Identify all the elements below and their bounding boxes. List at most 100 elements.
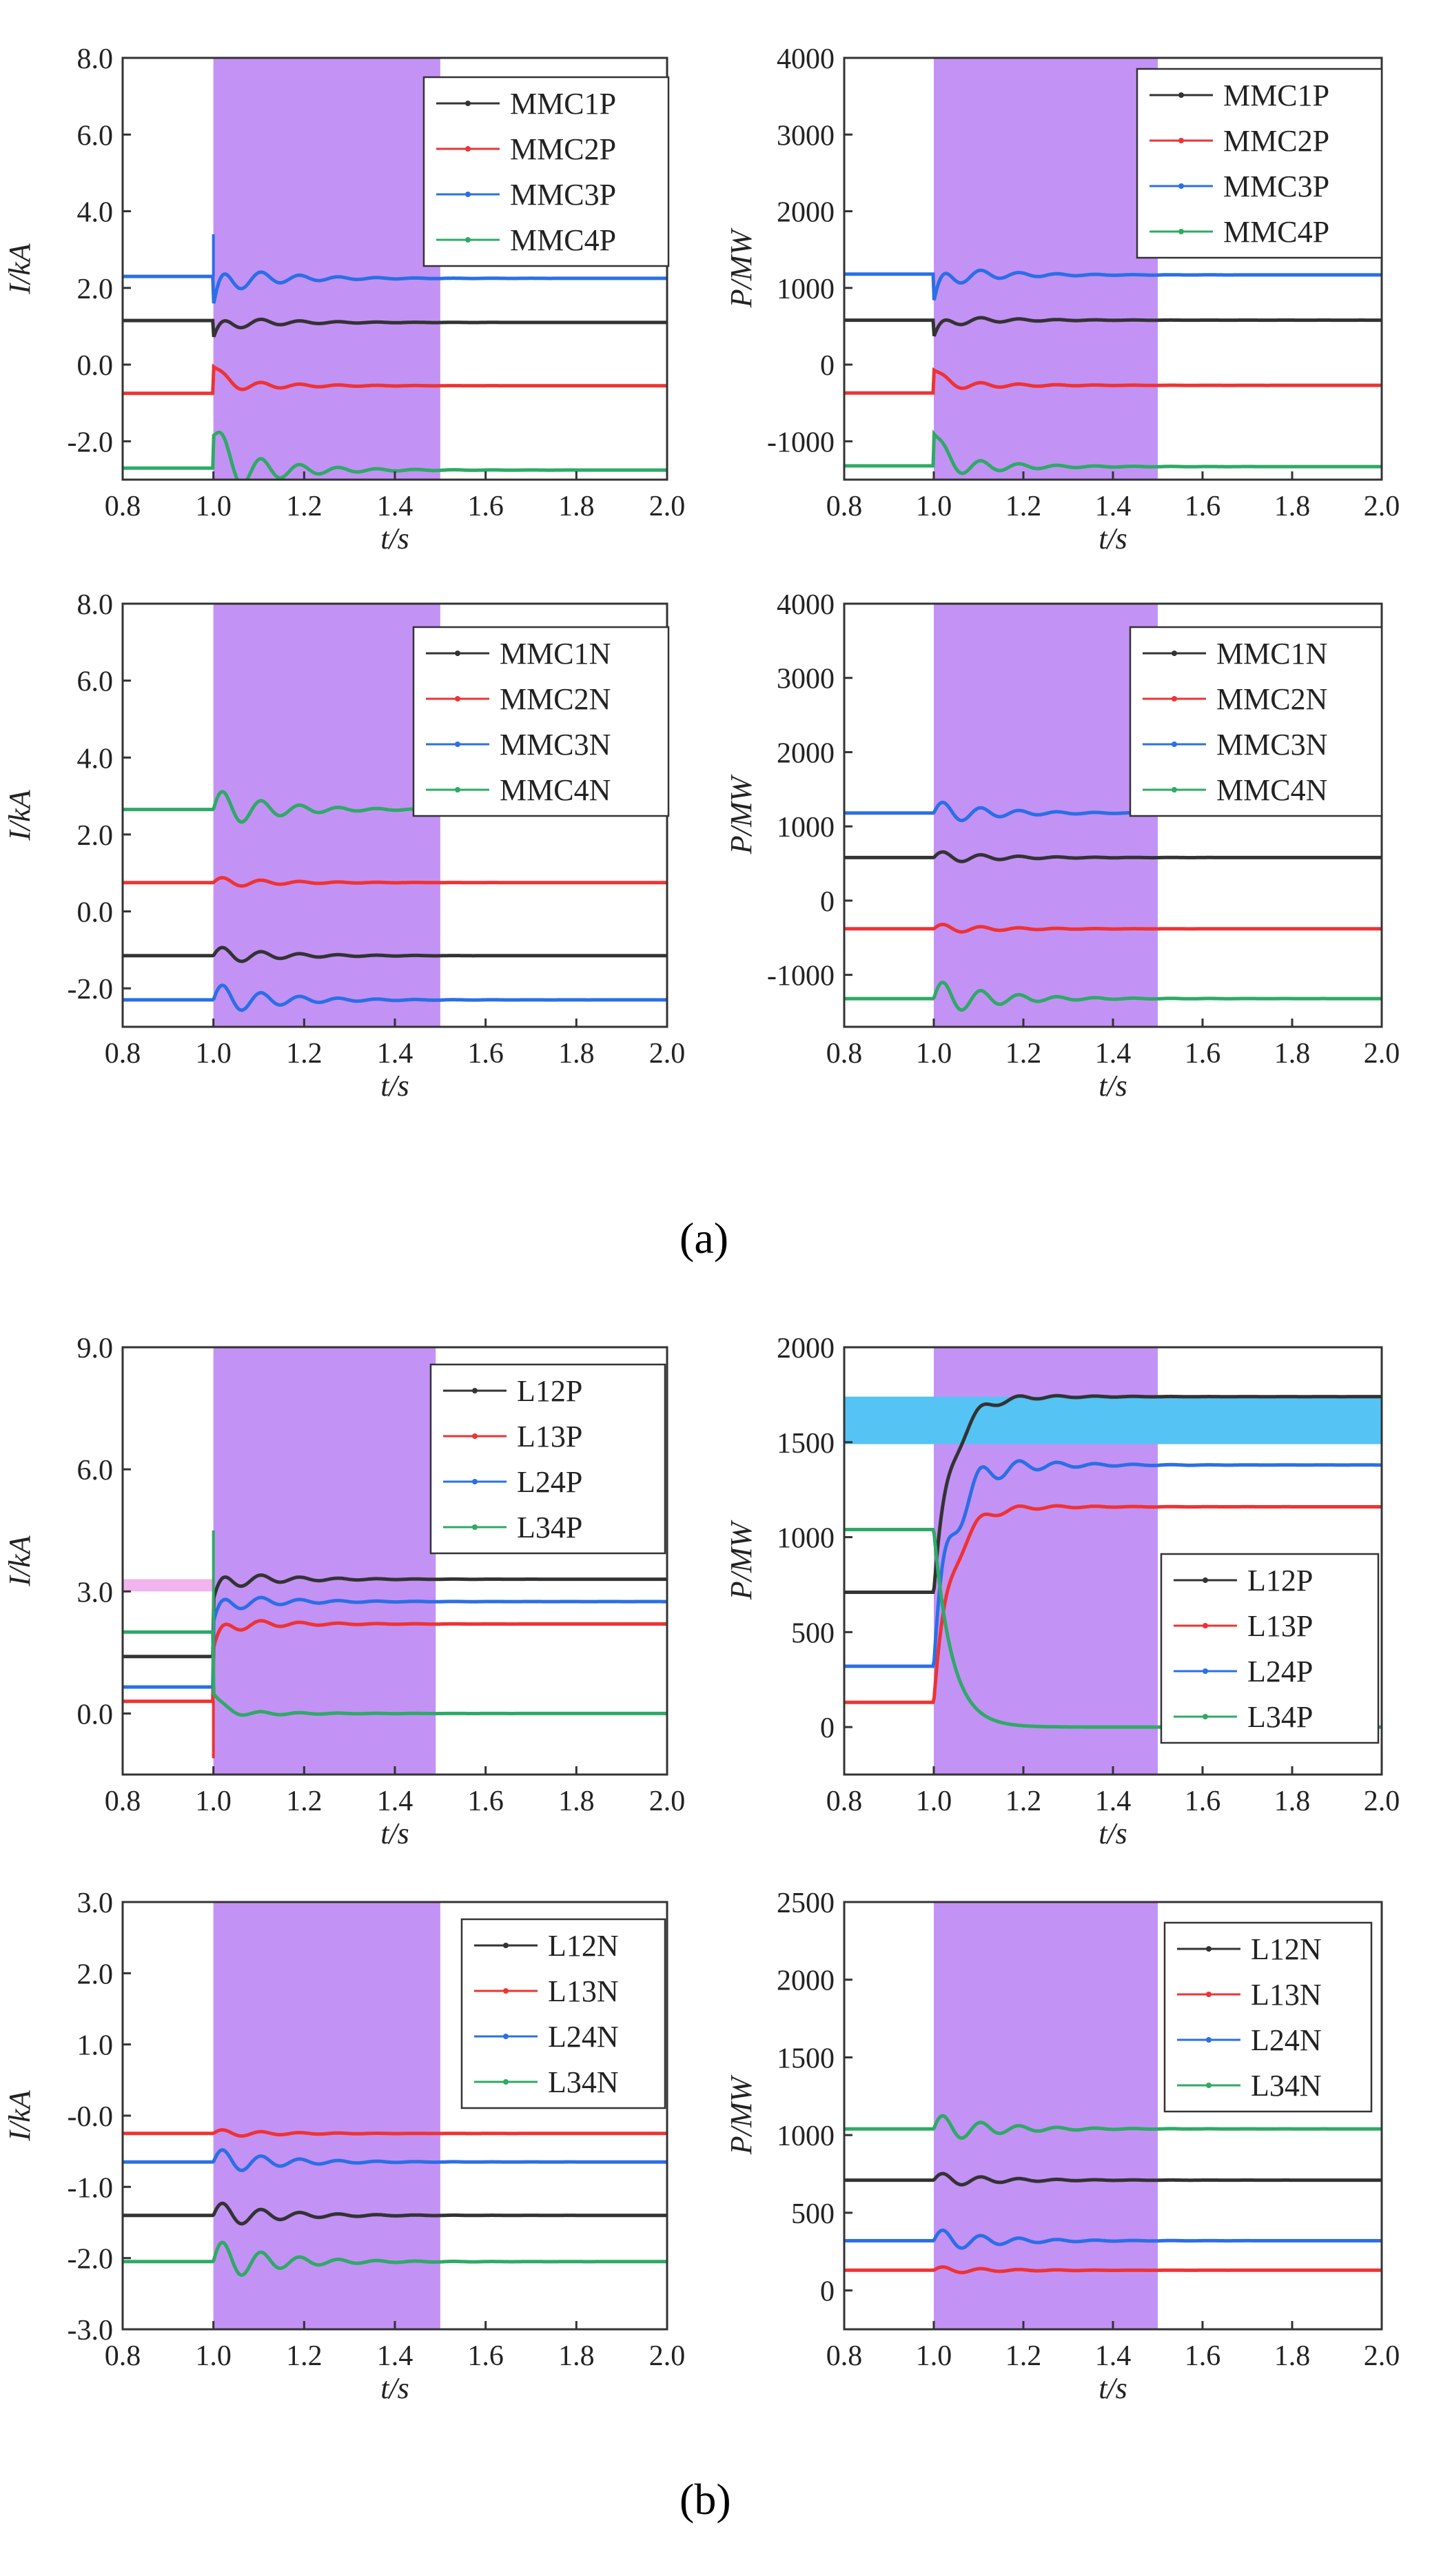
y-axis-label: I/kA <box>3 243 37 294</box>
x-tick-label: 1.0 <box>195 2340 232 2372</box>
y-axis-label: I/kA <box>3 1535 37 1586</box>
x-tick-label: 1.4 <box>377 1786 413 1817</box>
x-tick-label: 0.8 <box>826 1786 863 1817</box>
legend-marker-L12P <box>472 1388 478 1393</box>
legend-label-MMC4P: MMC4P <box>510 223 616 257</box>
y-tick-label: 8.0 <box>77 589 114 621</box>
y-tick-label: 3000 <box>777 664 835 695</box>
legend-box <box>1160 1553 1380 1744</box>
legend-label-MMC3P: MMC3P <box>1223 170 1329 203</box>
series-line-MMC4P <box>123 430 667 480</box>
legend-box <box>429 1363 666 1555</box>
highlight-band <box>123 1579 214 1592</box>
legend-marker-L12N <box>503 1943 509 1948</box>
legend-marker-MMC1N <box>455 651 460 656</box>
x-tick-label: 1.2 <box>286 2340 323 2372</box>
fault-window-region <box>934 58 1158 480</box>
legend-label-L34P: L34P <box>517 1511 582 1544</box>
x-tick-label: 0.8 <box>105 2340 141 2372</box>
y-tick-label: -1000 <box>767 961 835 992</box>
series-line-MMC1N <box>123 945 667 963</box>
series-line-MMC3P <box>123 270 667 304</box>
x-tick-label: 1.2 <box>286 1786 323 1817</box>
legend-label-MMC3P: MMC3P <box>510 178 616 212</box>
x-axis-label: t/s <box>1098 1069 1127 1103</box>
series-line-L13N <box>123 2128 667 2138</box>
series-line-L34N <box>844 2114 1382 2140</box>
chart-b-power-n: 0.8 1.0 1.2 1.4 1.6 1.8 2.0 0 500 1000 1500 2000 250… <box>724 1888 1400 2405</box>
x-tick-label: 1.4 <box>1095 1038 1132 1070</box>
series-line-MMC1N <box>844 850 1382 863</box>
series-line-L24P <box>844 1459 1382 1668</box>
y-tick-label: 4000 <box>777 589 835 621</box>
x-tick-label: 1.0 <box>195 1786 232 1817</box>
y-tick-label: 9.0 <box>77 1333 114 1364</box>
legend-label-MMC1P: MMC1P <box>510 87 616 121</box>
x-tick-label: 1.6 <box>467 1786 504 1817</box>
y-tick-label: 2.0 <box>77 1959 114 1990</box>
chart-a-current-n: 0.8 1.0 1.2 1.4 1.6 1.8 2.0 -2.0 0.0 2.0 4.0 6.0 8.0… <box>3 589 685 1103</box>
x-tick-label: 1.4 <box>377 1038 413 1070</box>
x-tick-label: 1.4 <box>1095 491 1132 522</box>
x-tick-label: 1.8 <box>558 491 595 522</box>
x-tick-label: 2.0 <box>1364 1786 1400 1817</box>
legend-label-L24P: L24P <box>1247 1655 1313 1688</box>
x-tick-label: 1.4 <box>377 2340 413 2372</box>
legend-marker-MMC2P <box>465 146 471 152</box>
legend-marker-MMC4P <box>1178 229 1184 234</box>
y-tick-label: 3.0 <box>77 1577 114 1608</box>
y-axis-label: P/MW <box>724 1520 758 1600</box>
legend-marker-MMC4P <box>465 237 471 243</box>
chart-b-current-p: 0.8 1.0 1.2 1.4 1.6 1.8 2.0 0.0 3.0 6.0 9.0 t/s I/kA… <box>3 1333 685 1850</box>
chart-b-power-p: 0.8 1.0 1.2 1.4 1.6 1.8 2.0 0 500 1000 1500 2000 t/s… <box>724 1333 1400 1850</box>
y-tick-label: 0 <box>820 1713 835 1744</box>
legend-label-L12P: L12P <box>1247 1564 1313 1597</box>
series-line-L24N <box>123 2148 667 2172</box>
legend-label-L24P: L24P <box>517 1465 582 1499</box>
y-tick-label: -1.0 <box>68 2172 114 2204</box>
legend-marker-L24N <box>1206 2037 1212 2043</box>
y-tick-label: 3.0 <box>77 1888 114 1919</box>
y-tick-label: -3.0 <box>68 2315 114 2347</box>
fault-window-region <box>934 1902 1158 2329</box>
series-line-MMC2N <box>844 923 1382 934</box>
series-line-MMC2N <box>123 876 667 888</box>
series-line-MMC3P <box>844 268 1382 300</box>
y-tick-label: 2500 <box>777 1888 835 1919</box>
legend-box <box>1163 1921 1373 2113</box>
chart-a-current-p: 0.8 1.0 1.2 1.4 1.6 1.8 2.0 -2.0 0.0 2.0 4.0 6.0 8.0… <box>3 43 685 555</box>
x-axis-label: t/s <box>1098 1817 1127 1850</box>
y-tick-label: 6.0 <box>77 666 114 698</box>
y-tick-label: 8.0 <box>77 43 114 75</box>
legend-marker-MMC3P <box>1178 183 1184 189</box>
y-tick-label: 1500 <box>777 1428 835 1460</box>
x-tick-label: 1.6 <box>467 2340 504 2372</box>
legend-label-L12N: L12N <box>548 1929 619 1963</box>
x-tick-label: 0.8 <box>826 1038 863 1070</box>
y-tick-label: 2.0 <box>77 820 114 852</box>
series-line-MMC3N <box>123 983 667 1012</box>
series-line-L13P <box>844 1504 1382 1704</box>
x-tick-label: 1.8 <box>1274 2340 1311 2372</box>
x-tick-label: 1.6 <box>467 491 504 522</box>
legend-marker-MMC2P <box>1178 138 1184 143</box>
x-tick-label: 1.0 <box>195 1038 232 1070</box>
y-axis-label: I/kA <box>3 2089 37 2141</box>
x-tick-label: 2.0 <box>649 1786 686 1817</box>
x-tick-label: 1.8 <box>558 1786 595 1817</box>
y-tick-label: 500 <box>791 2198 835 2230</box>
legend-marker-MMC1P <box>465 101 471 106</box>
legend-marker-L12P <box>1203 1577 1208 1583</box>
y-tick-label: -0.0 <box>68 2101 114 2133</box>
y-tick-label: -1000 <box>767 427 835 458</box>
x-axis-label: t/s <box>1098 522 1127 555</box>
fault-window-region <box>213 1902 440 2329</box>
y-tick-label: 1500 <box>777 2043 835 2074</box>
legend-label-L13N: L13N <box>548 1974 619 2008</box>
subfigure-label-a: (a) <box>679 1214 729 1263</box>
legend-marker-L13P <box>472 1433 478 1439</box>
legend-marker-MMC2N <box>1172 696 1177 702</box>
legend-label-L12P: L12P <box>517 1374 582 1408</box>
series-line-L34N <box>123 2240 667 2277</box>
